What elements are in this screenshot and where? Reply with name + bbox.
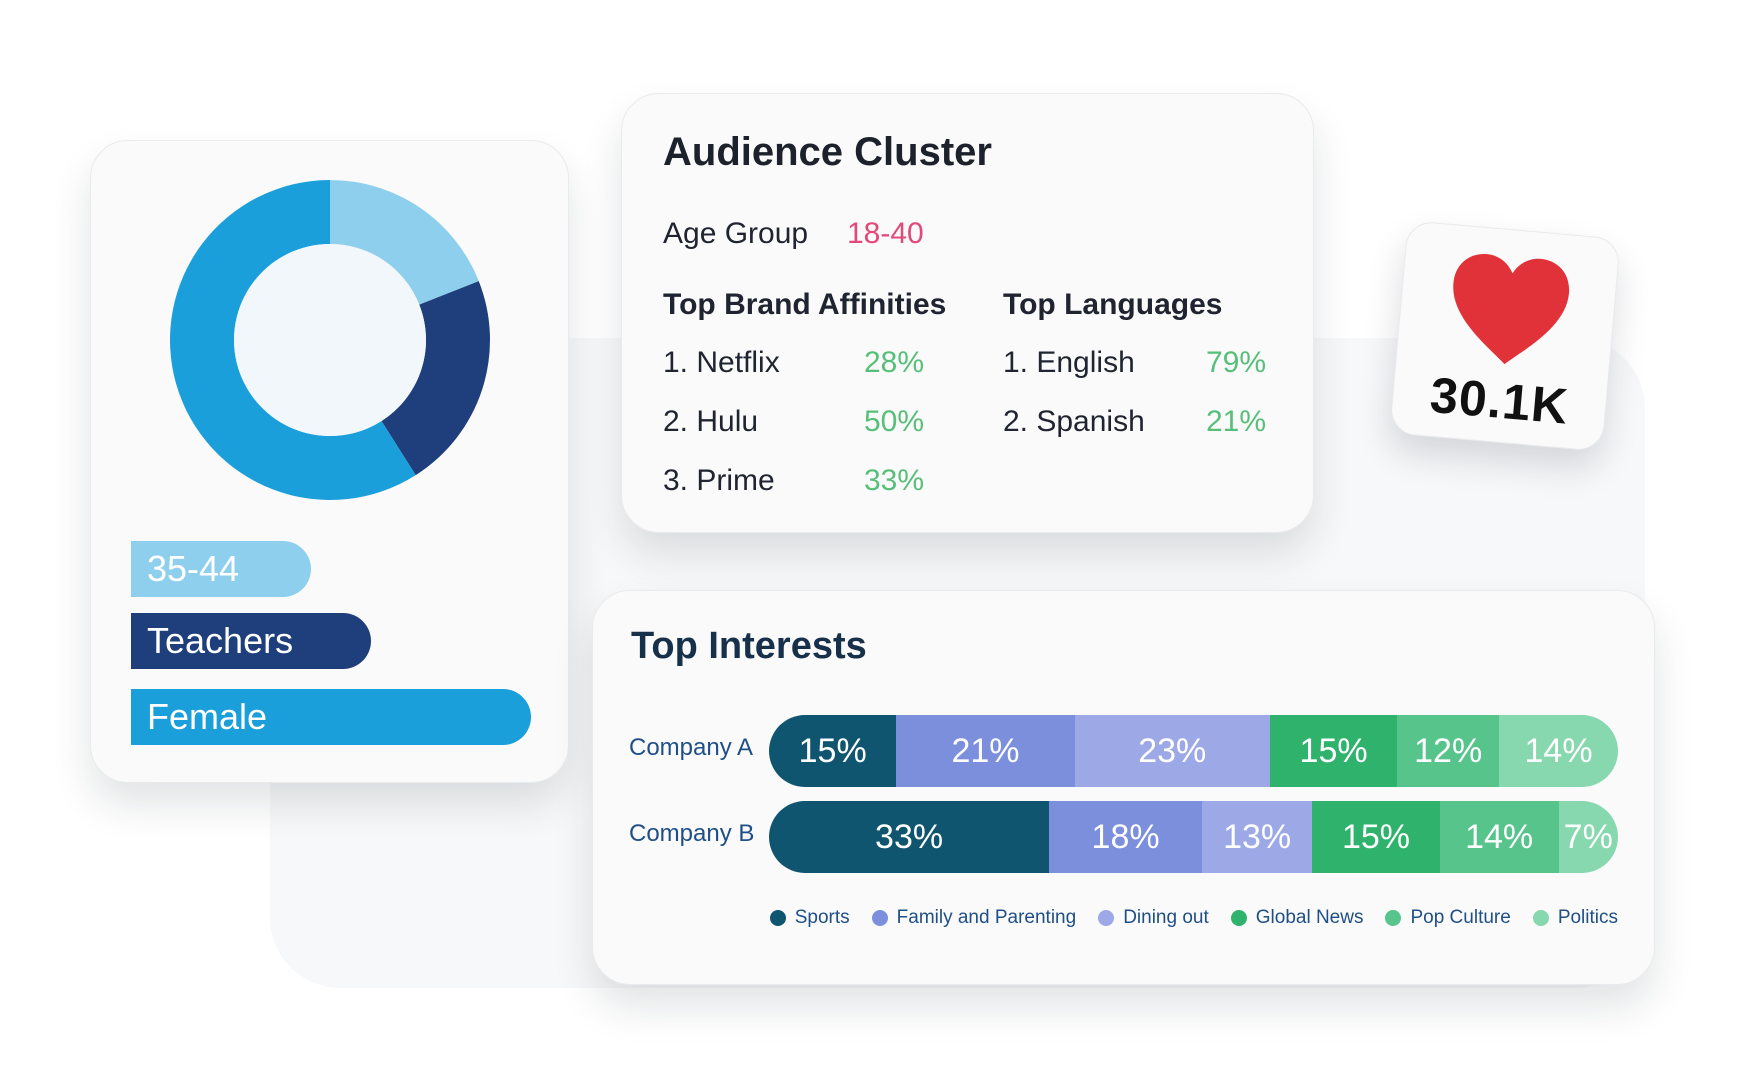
company-b-label: Company B (629, 820, 755, 847)
legend-item-dining-out: Dining out (1098, 907, 1209, 929)
legend-dot (1098, 910, 1115, 926)
brand-item-3: 3. Prime (663, 464, 775, 497)
brand-pct-2: 50% (864, 405, 925, 438)
bar-segment-dining-out: 13% (1201, 801, 1313, 873)
donut-slice-3 (170, 180, 416, 500)
bar-segment-politics: 14% (1499, 715, 1618, 787)
audience-tag-female: Female (131, 689, 531, 745)
bar-segment-politics: 7% (1558, 801, 1618, 873)
bar-segment-global-news: 15% (1269, 715, 1398, 787)
brand-pct-1: 28% (864, 346, 925, 379)
donut-slice-2 (381, 281, 490, 476)
bar-segment-global-news: 15% (1312, 801, 1440, 873)
donut-chart-icon (170, 180, 490, 500)
likes-card: 30.1K (1389, 220, 1621, 452)
legend-item-sports: Sports (769, 907, 850, 929)
bar-segment-family-and-parenting: 21% (896, 715, 1075, 787)
legend-label: Dining out (1123, 907, 1209, 928)
audience-cluster-card: Audience Cluster Age Group 18-40 Top Bra… (621, 93, 1314, 533)
bar-segment-dining-out: 23% (1074, 715, 1270, 787)
brand-item-1: 1. Netflix (663, 346, 780, 379)
top-languages-heading: Top Languages (1003, 288, 1223, 321)
language-pct-1: 79% (1206, 346, 1267, 379)
legend-label: Global News (1255, 907, 1364, 928)
legend-label: Politics (1557, 907, 1618, 928)
likes-count: 30.1K (1427, 366, 1571, 435)
heart-icon (1453, 254, 1569, 365)
bar-segment-sports: 33% (769, 801, 1050, 873)
legend-dot (1385, 910, 1402, 926)
legend-item-family-and-parenting: Family and Parenting (871, 907, 1077, 929)
bar-segment-pop-culture: 14% (1439, 801, 1559, 873)
language-pct-2: 21% (1206, 405, 1267, 438)
chart-legend: Sports Family and Parenting Dining out Glob… (769, 907, 1618, 929)
legend-dot (871, 910, 888, 926)
legend-item-pop-culture: Pop Culture (1385, 907, 1511, 929)
donut-hole (234, 244, 426, 436)
legend-label: Sports (794, 907, 850, 928)
legend-dot (1532, 910, 1549, 926)
legend-item-global-news: Global News (1230, 907, 1364, 929)
audience-cluster-title: Audience Cluster (663, 130, 992, 174)
bar-segment-sports: 15% (769, 715, 897, 787)
company-a-label: Company A (629, 734, 754, 761)
audience-tag-teachers: Teachers (131, 613, 371, 669)
age-group-label: Age Group (663, 217, 809, 250)
company-b-stacked-bar: 33% 18% 13% 15% 14% 7% (769, 801, 1618, 873)
bar-segment-family-and-parenting: 18% (1049, 801, 1202, 873)
brand-pct-3: 33% (864, 464, 925, 497)
audience-profile-card: 35-44 Teachers Female (90, 140, 569, 783)
top-interests-title: Top Interests (631, 625, 867, 667)
age-group-value: 18-40 (847, 217, 924, 250)
audience-tag-35-44: 35-44 (131, 541, 311, 597)
legend-label: Pop Culture (1410, 907, 1511, 928)
company-a-stacked-bar: 15% 21% 23% 15% 12% 14% (769, 715, 1618, 787)
bar-segment-pop-culture: 12% (1397, 715, 1500, 787)
brand-item-2: 2. Hulu (663, 405, 759, 438)
donut-slice-1 (330, 180, 479, 305)
legend-dot (769, 910, 786, 926)
language-item-2: 2. Spanish (1003, 405, 1145, 438)
legend-dot (1230, 910, 1247, 926)
top-interests-card: Top Interests Company A 15% 21% 23% 15% 12% 1… (592, 590, 1655, 985)
legend-item-politics: Politics (1532, 907, 1618, 929)
top-brand-affinities-heading: Top Brand Affinities (663, 288, 947, 321)
language-item-1: 1. English (1003, 346, 1135, 379)
legend-label: Family and Parenting (896, 907, 1077, 928)
